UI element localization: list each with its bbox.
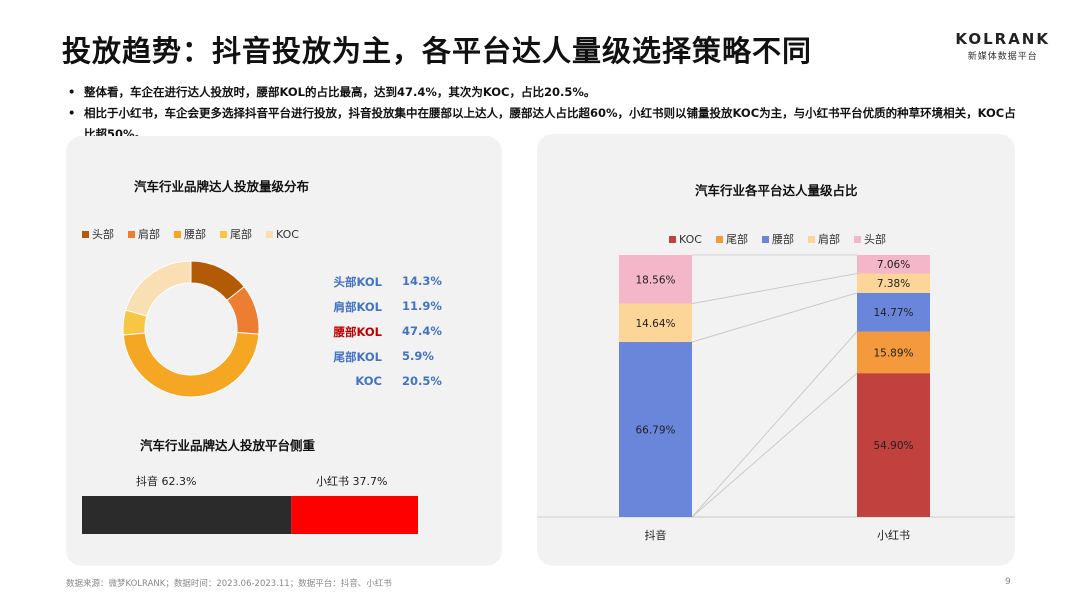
kpi-label: 头部KOL: [333, 275, 383, 289]
donut-slice-KOC: [125, 260, 192, 317]
kpi-value: 11.9%: [402, 299, 442, 313]
legend-label: KOC: [276, 227, 299, 241]
donut-legend-item: 腰部: [174, 226, 206, 242]
brand-logo: KOLRANK 新媒体数据平台: [955, 30, 1050, 62]
platform-share-bar: [82, 496, 418, 534]
data-label: 54.90%: [873, 440, 913, 452]
legend-swatch: [761, 235, 769, 243]
platform-chart-title: 汽车行业品牌达人投放平台侧重: [140, 438, 316, 453]
stacked-bar-chart: 0%66.79%14.64%18.56%54.90%15.89%14.77%7.…: [537, 254, 1015, 542]
bar-segment-头部: [619, 255, 692, 304]
kpi-value: 47.4%: [402, 324, 442, 338]
stacked-legend-item: 头部: [853, 231, 886, 247]
data-label: 14.64%: [635, 318, 675, 330]
bar-segment-头部: [857, 255, 930, 274]
connector-line: [691, 331, 858, 518]
kpi-label: KOC: [355, 374, 382, 388]
donut-legend-item: 头部: [82, 226, 114, 242]
connector-line: [691, 273, 858, 305]
douyin-share-label: 抖音 62.3%: [136, 475, 197, 488]
share-segment-抖音: [82, 496, 292, 534]
donut-chart: [122, 260, 260, 398]
connector-line: [691, 292, 858, 343]
legend-label: 头部: [863, 233, 886, 246]
legend-swatch: [220, 230, 227, 238]
legend-swatch: [128, 230, 135, 238]
xiaohongshu-share-label: 小红书 37.7%: [316, 475, 388, 488]
kpi-value: 20.5%: [402, 374, 442, 388]
brand-name: KOLRANK: [955, 30, 1050, 48]
stacked-legend-item: 尾部: [715, 231, 748, 247]
legend-label: 腰部: [771, 233, 794, 246]
stacked-legend-item: 肩部: [807, 231, 840, 247]
legend-swatch: [715, 235, 723, 243]
bar-segment-腰部: [619, 342, 692, 517]
stacked-legend-item: KOC: [669, 231, 702, 247]
bar-segment-腰部: [857, 292, 930, 332]
kpi-label: 肩部KOL: [333, 300, 383, 314]
donut-legend-item: KOC: [266, 226, 299, 242]
bar-segment-尾部: [857, 331, 930, 374]
bar-segment-KOC: [857, 373, 930, 517]
stacked-legend-item: 腰部: [761, 231, 794, 247]
legend-label: 头部: [92, 228, 114, 241]
legend-label: 肩部: [817, 233, 840, 246]
legend-swatch: [807, 235, 815, 243]
share-segment-小红书: [291, 496, 418, 534]
kpi-value: 5.9%: [402, 349, 434, 363]
donut-slice-腰部: [122, 331, 260, 398]
kpi-label: 尾部KOL: [333, 350, 383, 364]
legend-swatch: [174, 230, 181, 238]
legend-swatch: [669, 235, 676, 243]
connector-line: [691, 372, 858, 518]
data-label: 7.38%: [877, 278, 910, 290]
legend-swatch: [266, 230, 273, 238]
page-title: 投放趋势：抖音投放为主，各平台达人量级选择策略不同: [62, 34, 813, 68]
kpi-label: 腰部KOL: [333, 325, 383, 339]
legend-swatch: [82, 230, 89, 238]
donut-chart-title: 汽车行业品牌达人投放量级分布: [134, 179, 310, 194]
legend-label: 尾部: [230, 228, 252, 241]
data-label: 15.89%: [873, 347, 913, 359]
stacked-legend: KOC 尾部 腰部 肩部 头部: [669, 231, 886, 247]
bullet-item: 整体看，车企在进行达人投放时，腰部KOL的占比最高，达到47.4%，其次为KOC…: [66, 82, 1016, 103]
bar-segment-肩部: [619, 303, 692, 343]
data-label: 18.56%: [635, 274, 675, 286]
legend-label: 肩部: [138, 228, 160, 241]
kpi-value: 14.3%: [402, 274, 442, 288]
data-label: 7.06%: [877, 259, 910, 271]
left-panel: 汽车行业品牌达人投放量级分布 头部 肩部 腰部 尾部 KOC 头部KOL 14.3% 肩部K…: [66, 136, 502, 566]
page-number: 9: [1005, 577, 1011, 587]
data-source-note: 数据来源：微梦KOLRANK；数据时间：2023.06-2023.11；数据平台…: [66, 579, 392, 589]
data-label: 66.79%: [635, 425, 675, 437]
bar-segment-肩部: [857, 273, 930, 293]
brand-subtitle: 新媒体数据平台: [967, 52, 1038, 62]
x-tick-label: 抖音: [645, 528, 667, 542]
legend-swatch: [853, 235, 861, 243]
data-label: 14.77%: [873, 307, 913, 319]
kpi-table: 头部KOL 14.3% 肩部KOL 11.9% 腰部KOL 47.4% 尾部KOL 5.9% K…: [306, 274, 446, 404]
legend-label: KOC: [679, 232, 702, 246]
donut-legend: 头部 肩部 腰部 尾部 KOC: [82, 226, 299, 242]
stacked-chart-title: 汽车行业各平台达人量级占比: [695, 183, 858, 198]
legend-label: 尾部: [725, 233, 748, 246]
legend-label: 腰部: [184, 228, 206, 241]
donut-legend-item: 肩部: [128, 226, 160, 242]
donut-legend-item: 尾部: [220, 226, 252, 242]
x-tick-label: 小红书: [877, 529, 910, 542]
